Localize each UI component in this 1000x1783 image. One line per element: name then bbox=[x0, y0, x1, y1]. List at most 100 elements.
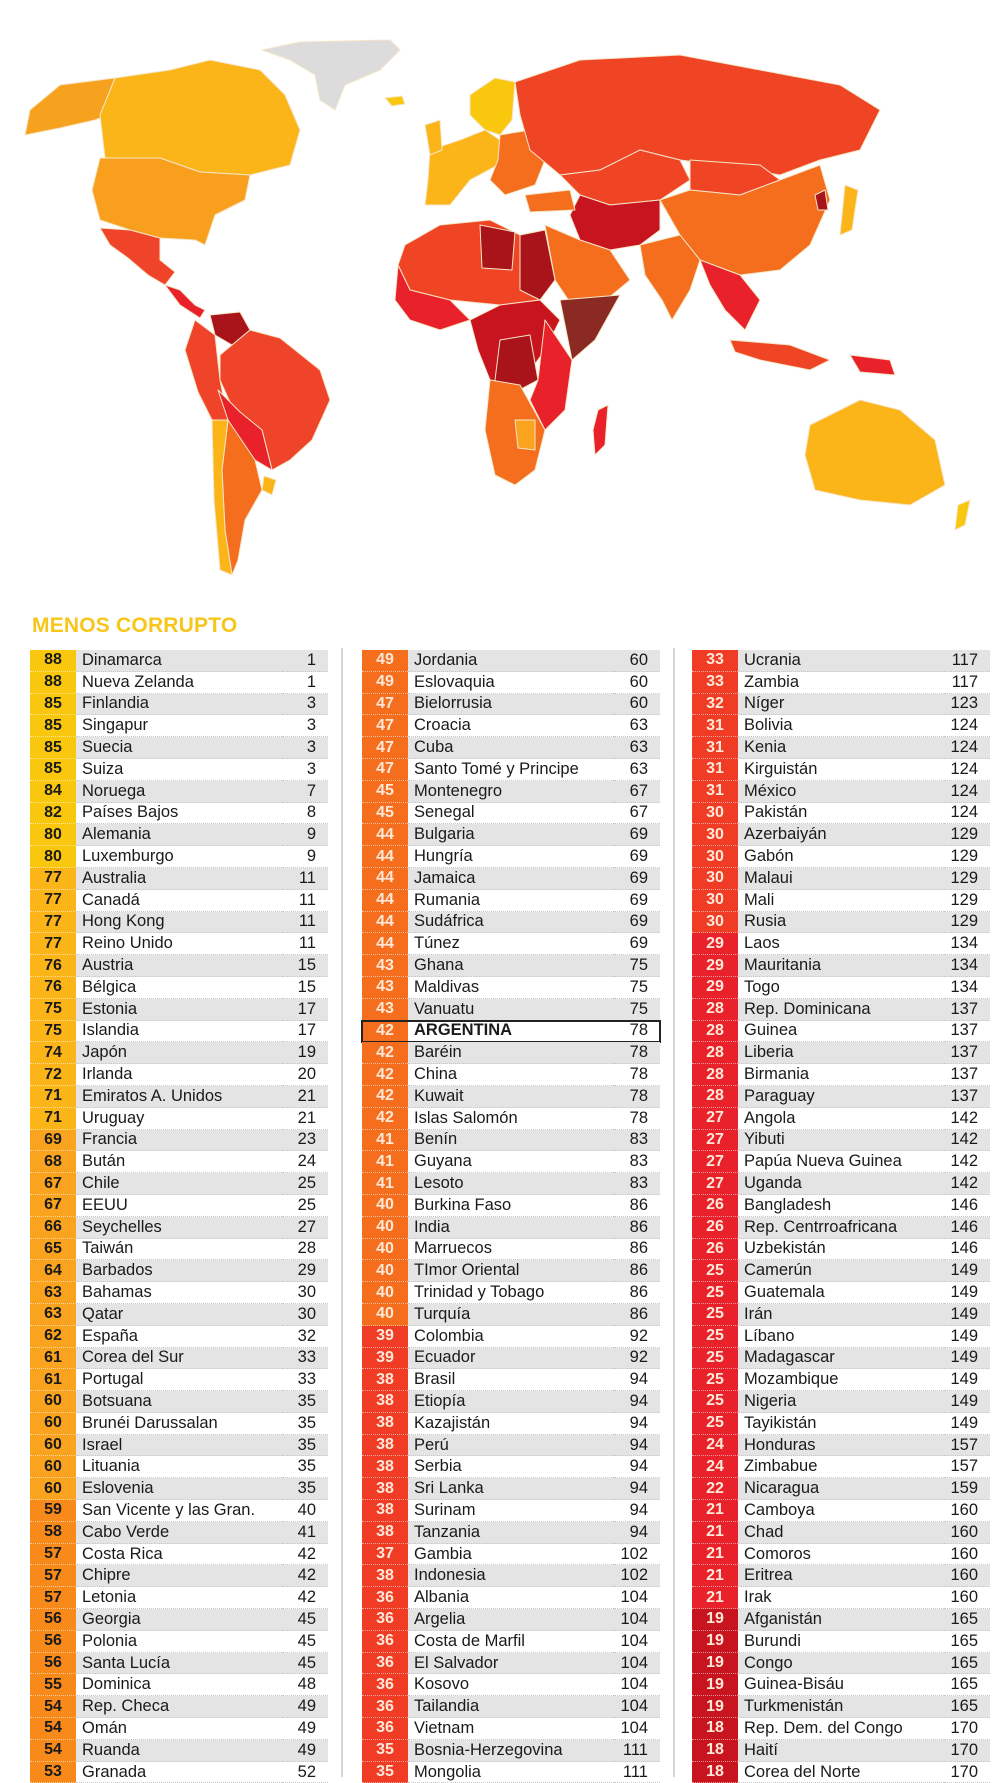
table-row: 36 Vietnam 104 bbox=[362, 1718, 660, 1740]
rank-cell: 30 bbox=[282, 1303, 328, 1326]
score-cell: 56 bbox=[30, 1609, 76, 1631]
rank-cell: 21 bbox=[282, 1085, 328, 1108]
score-cell: 68 bbox=[30, 1151, 76, 1174]
rank-cell: 35 bbox=[282, 1478, 328, 1501]
rank-cell: 45 bbox=[282, 1652, 328, 1675]
rank-cell: 69 bbox=[614, 867, 660, 890]
score-cell: 38 bbox=[362, 1565, 408, 1588]
rank-cell: 129 bbox=[944, 824, 990, 847]
iceland-shape bbox=[384, 95, 406, 107]
table-row: 67 Chile 25 bbox=[30, 1173, 328, 1195]
country-name: Turkmenistán bbox=[738, 1696, 944, 1719]
rank-cell: 3 bbox=[282, 759, 328, 781]
rank-cell: 78 bbox=[614, 1085, 660, 1108]
rank-cell: 29 bbox=[282, 1260, 328, 1283]
score-cell: 18 bbox=[692, 1739, 738, 1762]
country-name: Kirguistán bbox=[738, 759, 944, 781]
table-row: 40 India 86 bbox=[362, 1216, 660, 1239]
score-cell: 40 bbox=[362, 1282, 408, 1304]
table-row: 47 Cuba 63 bbox=[362, 737, 660, 759]
table-row: 53 Granada 52 bbox=[30, 1761, 328, 1783]
rank-cell: 23 bbox=[282, 1129, 328, 1152]
rank-cell: 86 bbox=[614, 1216, 660, 1239]
score-cell: 54 bbox=[30, 1718, 76, 1740]
rank-cell: 160 bbox=[944, 1565, 990, 1588]
score-cell: 30 bbox=[692, 824, 738, 847]
rank-cell: 94 bbox=[614, 1478, 660, 1501]
table-row: 25 Irán 149 bbox=[692, 1303, 990, 1326]
country-name: Chile bbox=[76, 1173, 282, 1195]
table-row: 82 Países Bajos 8 bbox=[30, 802, 328, 825]
rank-cell: 40 bbox=[282, 1500, 328, 1522]
score-cell: 31 bbox=[692, 737, 738, 759]
table-row: 44 Túnez 69 bbox=[362, 933, 660, 956]
rank-cell: 86 bbox=[614, 1195, 660, 1217]
country-name: Islandia bbox=[76, 1021, 282, 1043]
rank-cell: 149 bbox=[944, 1347, 990, 1370]
rank-cell: 78 bbox=[614, 1020, 660, 1043]
country-name: Rusia bbox=[738, 911, 944, 934]
score-cell: 25 bbox=[692, 1412, 738, 1435]
score-cell: 84 bbox=[30, 780, 76, 803]
score-cell: 36 bbox=[362, 1587, 408, 1610]
rank-cell: 170 bbox=[944, 1718, 990, 1740]
table-row: 25 Mozambique 149 bbox=[692, 1369, 990, 1392]
score-cell: 21 bbox=[692, 1587, 738, 1610]
table-row: 36 El Salvador 104 bbox=[362, 1652, 660, 1675]
country-name: Serbia bbox=[408, 1456, 614, 1479]
table-row: 80 Luxemburgo 9 bbox=[30, 846, 328, 868]
score-cell: 49 bbox=[362, 650, 408, 672]
country-name: Singapur bbox=[76, 715, 282, 738]
country-name: Yibuti bbox=[738, 1129, 944, 1152]
table-row: 40 Burkina Faso 86 bbox=[362, 1194, 660, 1217]
table-row: 30 Gabón 129 bbox=[692, 846, 990, 868]
rank-cell: 11 bbox=[282, 867, 328, 890]
column-divider bbox=[341, 648, 343, 1777]
indonesia-shape bbox=[729, 339, 831, 371]
table-row: 28 Paraguay 137 bbox=[692, 1085, 990, 1108]
rank-cell: 124 bbox=[944, 803, 990, 825]
scandinavia-shape bbox=[469, 77, 516, 136]
rank-cell: 45 bbox=[282, 1609, 328, 1631]
table-row: 84 Noruega 7 bbox=[30, 780, 328, 803]
rank-cell: 86 bbox=[614, 1282, 660, 1304]
country-name: Finlandia bbox=[76, 693, 282, 716]
score-cell: 47 bbox=[362, 693, 408, 716]
score-cell: 42 bbox=[362, 1020, 408, 1043]
table-row: 38 Perú 94 bbox=[362, 1434, 660, 1457]
score-cell: 54 bbox=[30, 1696, 76, 1719]
rank-cell: 15 bbox=[282, 955, 328, 977]
country-name: Granada bbox=[76, 1762, 282, 1783]
table-row: 85 Suiza 3 bbox=[30, 758, 328, 781]
table-row: 36 Argelia 104 bbox=[362, 1609, 660, 1631]
table-row: 65 Taiwán 28 bbox=[30, 1238, 328, 1261]
rank-cell: 104 bbox=[614, 1674, 660, 1697]
score-cell: 30 bbox=[692, 911, 738, 934]
country-name: Togo bbox=[738, 977, 944, 999]
score-cell: 18 bbox=[692, 1718, 738, 1740]
table-row: 44 Bulgaria 69 bbox=[362, 824, 660, 847]
table-row: 88 Nueva Zelanda 1 bbox=[30, 671, 328, 694]
score-cell: 28 bbox=[692, 1042, 738, 1065]
score-cell: 25 bbox=[692, 1325, 738, 1348]
country-name: Uganda bbox=[738, 1173, 944, 1195]
score-cell: 28 bbox=[692, 1085, 738, 1108]
country-name: San Vicente y las Gran. bbox=[76, 1500, 282, 1522]
score-cell: 61 bbox=[30, 1347, 76, 1370]
table-row: 40 Trinidad y Tobago 86 bbox=[362, 1282, 660, 1304]
country-name: Paraguay bbox=[738, 1085, 944, 1108]
score-cell: 42 bbox=[362, 1064, 408, 1086]
rank-cell: 67 bbox=[614, 780, 660, 803]
rank-cell: 104 bbox=[614, 1631, 660, 1653]
score-cell: 77 bbox=[30, 867, 76, 890]
table-row: 43 Ghana 75 bbox=[362, 955, 660, 977]
score-cell: 31 bbox=[692, 780, 738, 803]
rank-cell: 142 bbox=[944, 1173, 990, 1195]
rank-cell: 35 bbox=[282, 1391, 328, 1413]
score-cell: 76 bbox=[30, 955, 76, 977]
country-name: Gambia bbox=[408, 1544, 614, 1566]
score-cell: 44 bbox=[362, 911, 408, 934]
score-cell: 30 bbox=[692, 802, 738, 825]
table-row: 25 Madagascar 149 bbox=[692, 1347, 990, 1370]
country-name: Francia bbox=[76, 1129, 282, 1152]
